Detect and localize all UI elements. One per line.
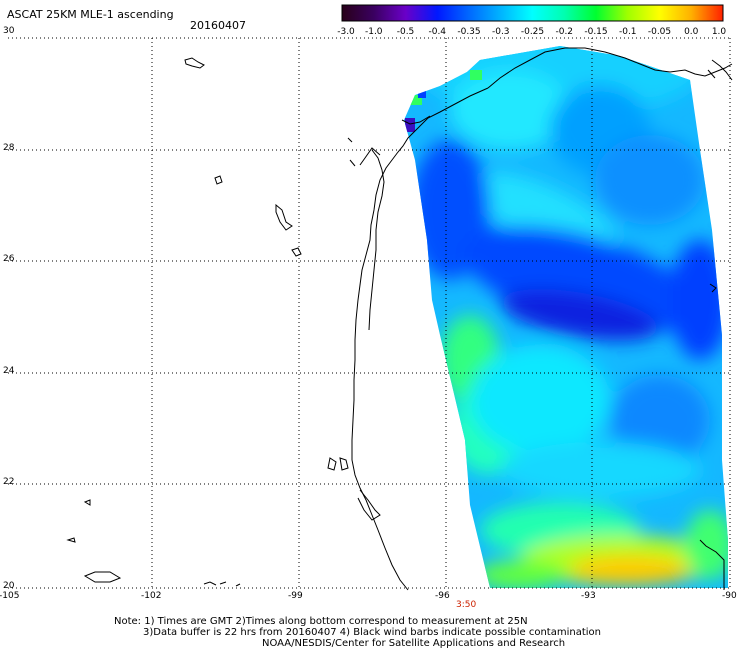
colorbar-gradient bbox=[341, 4, 724, 22]
islands bbox=[66, 57, 717, 587]
colorbar-label: -0.05 bbox=[647, 27, 672, 37]
colorbar-label: -0.5 bbox=[396, 27, 415, 37]
note-line-3: NOAA/NESDIS/Center for Satellite Applica… bbox=[262, 638, 566, 649]
colorbar-label: 1.0 bbox=[711, 27, 727, 37]
colorbar-label: -0.2 bbox=[555, 27, 574, 37]
lat-label-22: 22 bbox=[3, 477, 15, 487]
lon-label-93: -93 bbox=[581, 591, 596, 601]
lon-label-105: -105 bbox=[0, 591, 20, 601]
colorbar-label: -0.3 bbox=[491, 27, 510, 37]
lon-label-90: -90 bbox=[722, 591, 737, 601]
note-line-1: Note: 1) Times are GMT 2)Times along bot… bbox=[114, 616, 528, 627]
colorbar-label: -0.25 bbox=[520, 27, 545, 37]
lat-label-28: 28 bbox=[3, 143, 15, 153]
colorbar-label: -0.1 bbox=[618, 27, 637, 37]
lat-label-20: 20 bbox=[3, 581, 15, 591]
lon-label-102: -102 bbox=[141, 591, 162, 601]
colorbar-label: -0.35 bbox=[457, 27, 481, 37]
colorbar-label: 0.0 bbox=[684, 27, 699, 37]
map-title: ASCAT 25KM MLE-1 ascending bbox=[7, 8, 174, 21]
colorbar-label: -0.15 bbox=[584, 27, 608, 37]
lat-label-24: 24 bbox=[3, 366, 15, 376]
colorbar-label: -3.0 bbox=[337, 27, 355, 37]
coastline bbox=[347, 47, 733, 591]
lat-label-26: 26 bbox=[3, 254, 15, 264]
note-line-2: 3)Data buffer is 22 hrs from 20160407 4)… bbox=[143, 627, 601, 638]
map-date: 20160407 bbox=[190, 19, 246, 32]
graticule bbox=[8, 37, 731, 589]
wind-speed-swath bbox=[404, 46, 728, 588]
colorbar-label: -0.4 bbox=[428, 27, 447, 37]
colorbar-label: -1.0 bbox=[364, 27, 383, 37]
colorbar bbox=[341, 4, 724, 22]
pass-time-label: 3:50 bbox=[456, 600, 477, 610]
lon-label-99: -99 bbox=[288, 591, 303, 601]
lon-label-96: -96 bbox=[435, 591, 450, 601]
lat-label-30: 30 bbox=[3, 26, 15, 36]
